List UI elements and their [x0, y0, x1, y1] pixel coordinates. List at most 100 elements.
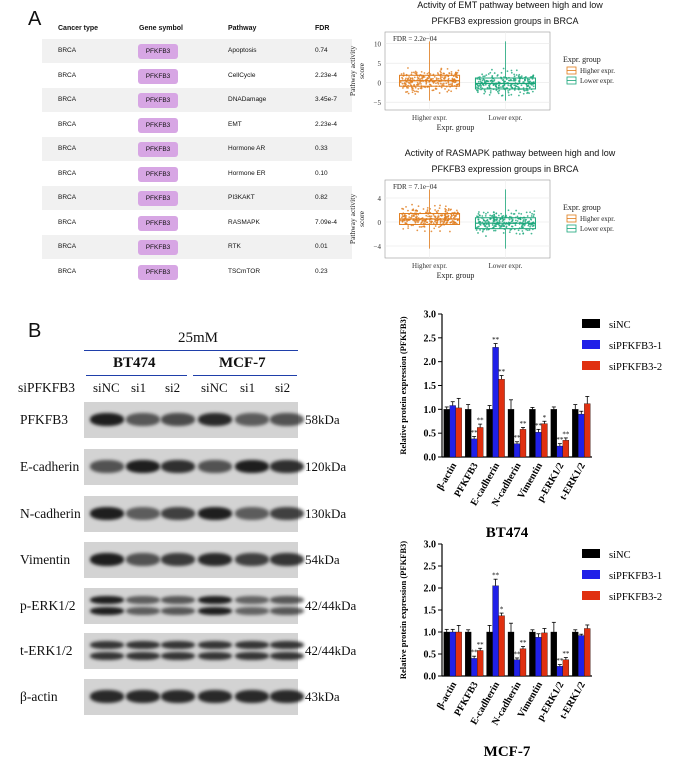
protein-band	[161, 596, 195, 604]
cell-line-bt474: BT474	[113, 355, 156, 371]
data-point	[486, 226, 489, 229]
data-point	[440, 215, 443, 217]
cell-gene-symbol: PFKFB3	[138, 142, 178, 157]
data-point	[446, 211, 449, 214]
bar	[541, 423, 548, 458]
data-point	[530, 232, 533, 235]
data-point	[420, 70, 423, 73]
data-point	[521, 230, 524, 232]
data-point	[445, 216, 448, 219]
data-point	[433, 227, 436, 230]
protein-band	[126, 460, 160, 473]
table-row: BRCA PFKFB3 Apoptosis 0.74	[42, 39, 352, 63]
data-point	[531, 84, 533, 86]
data-point	[418, 83, 421, 85]
data-point	[513, 75, 516, 78]
bar	[498, 615, 505, 677]
data-point	[492, 226, 495, 229]
bar	[572, 409, 579, 458]
table-row: BRCA PFKFB3 TSCmTOR 0.23	[42, 260, 352, 284]
cell-gene-symbol: PFKFB3	[138, 117, 178, 133]
cell-gene-symbol: PFKFB3	[138, 68, 178, 84]
data-point	[522, 92, 525, 95]
cell-cancer-type: BRCA	[58, 243, 77, 250]
cell-pathway: RTK	[228, 243, 241, 250]
data-point	[411, 91, 414, 94]
lane-label: si1	[131, 380, 147, 395]
data-point	[439, 222, 442, 224]
legend-label: siNC	[609, 550, 631, 561]
data-point	[432, 222, 435, 225]
data-point	[417, 205, 420, 208]
legend-label: siNC	[609, 320, 631, 331]
bar	[486, 631, 493, 677]
protein-band	[198, 641, 232, 649]
data-point	[450, 90, 453, 93]
data-point	[477, 212, 480, 215]
data-point	[406, 78, 409, 81]
data-point	[414, 70, 417, 73]
legend-swatch	[582, 591, 600, 600]
data-point	[443, 72, 445, 75]
data-point	[456, 211, 459, 214]
data-point	[439, 220, 442, 223]
data-point	[520, 75, 523, 78]
protein-band	[198, 690, 232, 703]
significance-star: **	[477, 417, 485, 425]
blot-strip	[84, 679, 304, 715]
bar	[556, 445, 564, 458]
data-point	[405, 77, 407, 80]
data-point	[523, 78, 526, 81]
data-point	[426, 206, 429, 209]
data-point	[507, 79, 510, 82]
significance-star: **	[492, 572, 500, 580]
data-point	[424, 222, 426, 224]
data-point	[498, 224, 501, 227]
data-point	[444, 88, 446, 90]
data-point	[448, 72, 451, 74]
data-point	[409, 83, 412, 86]
lane-label: si1	[240, 380, 256, 395]
data-point	[447, 75, 450, 78]
cell-pathway: Hormone AR	[228, 145, 266, 152]
data-point	[484, 214, 487, 217]
data-point	[483, 75, 486, 78]
lane-label: si2	[275, 380, 291, 395]
blot-strip	[84, 542, 304, 578]
data-point	[489, 91, 492, 94]
data-point	[420, 77, 422, 80]
data-point	[492, 211, 495, 214]
data-point	[405, 83, 407, 86]
data-point	[485, 228, 488, 231]
data-point	[416, 209, 418, 212]
protein-band	[161, 413, 195, 426]
data-point	[489, 80, 492, 82]
y-tick-label: 1.5	[424, 381, 437, 392]
x-group-label: Higher expr.	[412, 114, 447, 122]
data-point	[439, 230, 441, 232]
legend-swatch	[582, 319, 600, 328]
concentration-line	[84, 350, 298, 351]
data-point	[400, 216, 403, 219]
protein-band	[235, 641, 269, 649]
data-point	[496, 218, 498, 220]
y-tick-label: 0.0	[424, 453, 437, 464]
y-tick-label: 0	[378, 80, 382, 88]
protein-band	[198, 413, 232, 426]
legend-swatch	[582, 549, 600, 558]
cell-cancer-type: BRCA	[58, 194, 77, 201]
data-point	[409, 77, 412, 80]
molecular-weight-label: 130kDa	[305, 506, 347, 521]
data-point	[502, 225, 505, 227]
cell-fdr: 0.33	[315, 145, 328, 152]
y-tick-label: 2.0	[424, 584, 437, 595]
significance-star: **	[492, 336, 500, 344]
data-point	[525, 89, 528, 92]
cell-gene-symbol: PFKFB3	[138, 93, 178, 108]
data-point	[526, 229, 529, 232]
data-point	[399, 219, 402, 222]
legend-label: siPFKFB3-2	[609, 362, 662, 373]
protein-band	[235, 553, 269, 566]
header-pathway: Pathway	[228, 25, 257, 32]
data-point	[401, 213, 404, 216]
